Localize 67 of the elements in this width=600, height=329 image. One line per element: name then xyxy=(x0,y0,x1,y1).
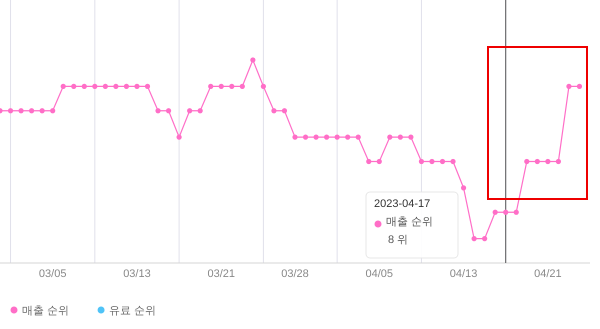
point xyxy=(418,158,424,164)
point xyxy=(166,108,172,114)
point xyxy=(460,185,466,190)
point xyxy=(482,236,488,242)
point xyxy=(218,84,224,89)
point xyxy=(345,134,350,140)
point xyxy=(450,158,456,164)
annotation: 2023-04-17 xyxy=(374,198,430,210)
point xyxy=(440,158,446,164)
point xyxy=(240,84,245,89)
point xyxy=(545,158,550,164)
point xyxy=(514,210,519,215)
point xyxy=(429,158,435,164)
point xyxy=(29,108,34,114)
point xyxy=(134,84,140,89)
point xyxy=(102,84,108,89)
x-tick-label: 04/21 xyxy=(534,268,562,280)
x-tick-label: 04/13 xyxy=(450,268,478,280)
point xyxy=(302,134,308,140)
point xyxy=(492,210,498,215)
legend-label: 매출 순위 xyxy=(22,305,70,317)
point xyxy=(176,134,182,140)
point xyxy=(187,108,192,114)
point xyxy=(124,84,130,89)
point xyxy=(229,84,234,89)
point xyxy=(50,108,56,114)
point xyxy=(292,134,298,140)
point xyxy=(356,134,361,140)
point xyxy=(155,108,161,114)
point xyxy=(556,158,561,164)
point xyxy=(472,236,477,242)
point xyxy=(376,158,382,164)
point xyxy=(534,158,540,164)
point xyxy=(366,158,372,164)
point xyxy=(144,84,150,89)
point xyxy=(198,108,203,114)
point xyxy=(82,84,87,89)
point xyxy=(398,134,403,140)
annotation: 매출 순위 xyxy=(386,216,434,228)
point xyxy=(334,134,340,140)
point xyxy=(503,210,508,215)
point xyxy=(113,84,118,89)
x-tick-label: 04/05 xyxy=(366,268,394,280)
point xyxy=(60,84,66,89)
x-tick-label: 03/28 xyxy=(281,268,309,280)
point xyxy=(260,84,266,89)
point xyxy=(576,84,582,89)
point xyxy=(250,57,256,63)
point xyxy=(40,108,45,114)
x-tick-label: 03/05 xyxy=(38,268,66,280)
x-tick-label: 03/13 xyxy=(123,268,151,280)
annotation: 8 위 xyxy=(388,234,408,246)
point xyxy=(408,134,414,140)
point xyxy=(524,158,530,164)
point xyxy=(271,108,277,114)
point xyxy=(92,84,98,89)
point xyxy=(71,84,76,89)
point xyxy=(387,134,392,140)
point xyxy=(324,134,330,140)
point xyxy=(566,84,572,89)
point xyxy=(208,84,214,89)
point xyxy=(18,108,24,114)
legend-label: 유료 순위 xyxy=(109,305,156,317)
point xyxy=(282,108,288,114)
point xyxy=(8,108,14,114)
point xyxy=(313,134,319,140)
x-tick-label: 03/21 xyxy=(207,268,236,280)
